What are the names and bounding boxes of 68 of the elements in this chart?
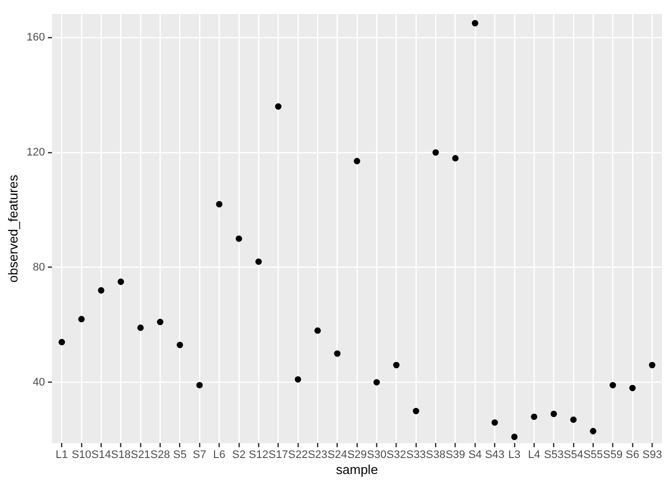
point	[472, 20, 478, 26]
point	[629, 384, 636, 392]
point	[236, 235, 242, 242]
x-tick-label: L4	[528, 448, 540, 461]
point	[492, 419, 498, 426]
point	[452, 155, 459, 162]
y-tick-label: 120	[26, 146, 45, 158]
point	[216, 200, 222, 208]
y-axis-title: observed_features	[5, 174, 20, 282]
x-tick-label: S12	[248, 448, 268, 461]
point	[314, 327, 321, 334]
x-tick-label: S32	[386, 448, 406, 461]
x-tick-label: S55	[583, 448, 603, 461]
x-axis-title: sample	[336, 462, 378, 477]
x-tick-label: S24	[328, 448, 348, 461]
x-tick-label: S4	[468, 448, 482, 461]
point	[648, 362, 656, 368]
point	[98, 287, 104, 294]
x-tick-label: S29	[347, 448, 367, 461]
x-tick-label: L3	[508, 448, 521, 461]
x-tick-label: S93	[642, 448, 662, 461]
point	[570, 416, 577, 423]
x-tick-label: S39	[446, 448, 466, 461]
point	[511, 434, 518, 440]
y-tick-label: 40	[32, 376, 45, 388]
x-tick-label: S6	[626, 448, 640, 461]
y-tick-label: 160	[26, 32, 45, 44]
point	[118, 278, 124, 285]
point	[137, 324, 144, 331]
x-tick-label: S30	[366, 448, 386, 461]
x-tick-label: S10	[72, 448, 92, 461]
x-tick-label: S28	[150, 448, 170, 461]
x-tick-label: S21	[130, 448, 150, 461]
point	[373, 379, 380, 386]
x-tick-label: S38	[426, 448, 446, 461]
x-tick-label: S33	[406, 448, 426, 461]
point	[156, 318, 164, 326]
point	[393, 362, 400, 368]
x-tick-label: L1	[56, 448, 68, 461]
x-tick-label: S54	[564, 448, 584, 461]
x-tick-label: S14	[91, 448, 111, 461]
x-tick-label: S2	[232, 448, 246, 461]
point	[176, 342, 184, 348]
point	[255, 258, 262, 265]
x-tick-label: S43	[484, 448, 505, 461]
point	[354, 158, 360, 164]
x-tick-label: L6	[213, 448, 226, 461]
point	[196, 382, 203, 388]
point	[550, 410, 557, 418]
x-tick-label: S53	[544, 448, 564, 461]
x-tick-label: S17	[268, 448, 288, 461]
y-tick-label: 80	[32, 261, 45, 274]
point	[590, 428, 596, 434]
point	[334, 350, 340, 357]
point	[432, 149, 439, 156]
point	[58, 338, 65, 346]
point	[610, 382, 616, 388]
x-tick-label: S23	[308, 448, 328, 461]
point	[294, 376, 302, 383]
x-tick-label: S7	[192, 448, 206, 461]
x-tick-label: S22	[288, 448, 308, 461]
x-tick-label: S18	[111, 448, 131, 461]
point	[275, 103, 282, 110]
point	[530, 414, 538, 420]
point	[78, 316, 85, 322]
x-tick-label: S59	[603, 448, 623, 461]
point	[412, 408, 420, 414]
x-tick-label: S5	[173, 448, 187, 461]
